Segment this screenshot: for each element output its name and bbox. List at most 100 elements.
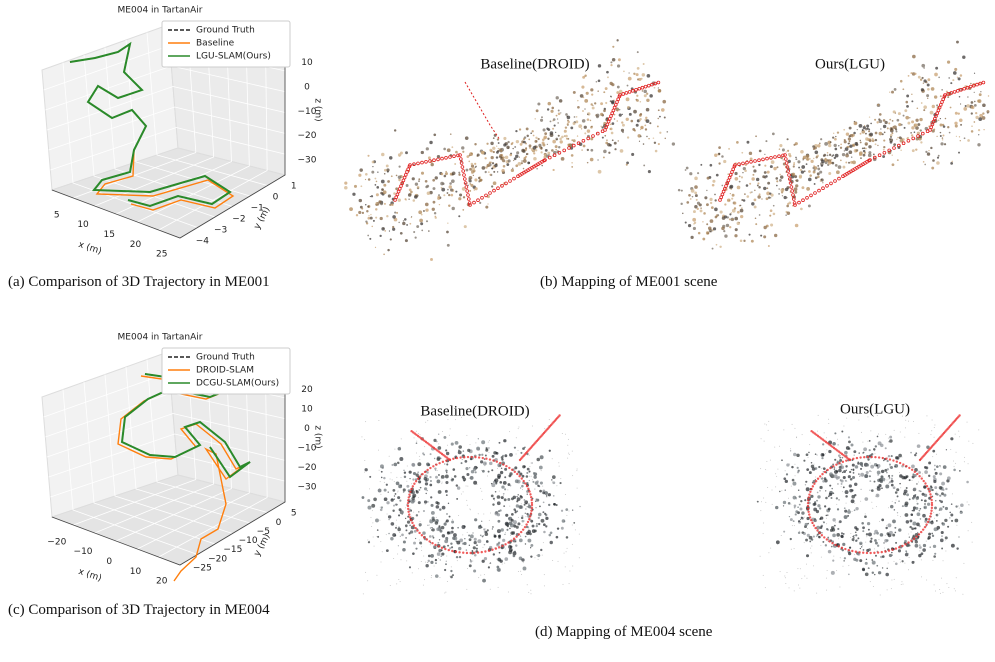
- map-point: [894, 430, 895, 431]
- trajectory-point: [928, 490, 930, 492]
- map-point: [732, 218, 734, 220]
- map-point: [522, 475, 525, 478]
- map-point: [779, 446, 780, 447]
- map-point: [758, 186, 761, 189]
- map-point: [848, 162, 850, 164]
- map-point: [807, 528, 808, 529]
- map-point: [686, 201, 689, 204]
- map-point: [779, 174, 780, 175]
- map-point: [367, 235, 369, 237]
- map-point: [448, 194, 450, 196]
- map-point: [502, 539, 505, 542]
- map-point: [899, 474, 903, 478]
- map-point: [413, 542, 416, 545]
- trajectory-point: [463, 456, 465, 458]
- map-point: [955, 590, 956, 591]
- map-point: [866, 464, 869, 467]
- map-point: [859, 542, 862, 545]
- map-point: [842, 549, 844, 551]
- map-point: [902, 560, 904, 562]
- map-point: [710, 219, 714, 223]
- map-point: [939, 500, 941, 502]
- trajectory-point: [834, 180, 837, 183]
- map-point: [763, 497, 764, 498]
- map-point: [923, 161, 925, 163]
- map-point: [794, 175, 797, 178]
- map-point: [483, 535, 484, 536]
- map-point: [590, 149, 593, 152]
- map-point: [948, 587, 949, 588]
- map-point: [421, 214, 423, 216]
- map-point: [927, 537, 930, 540]
- map-point: [649, 94, 653, 98]
- trajectory-point: [530, 510, 532, 512]
- map-point: [484, 574, 485, 575]
- trajectory-point: [774, 156, 777, 159]
- map-point: [891, 552, 892, 553]
- map-point: [612, 58, 616, 62]
- map-point: [352, 193, 355, 196]
- map-point: [429, 535, 432, 538]
- map-point: [806, 453, 809, 456]
- map-point: [867, 522, 870, 525]
- map-point: [506, 529, 508, 531]
- map-point: [945, 488, 947, 490]
- map-point: [887, 127, 889, 129]
- map-point: [481, 454, 483, 456]
- map-point: [947, 126, 949, 128]
- map-point: [927, 84, 930, 87]
- map-point: [897, 119, 900, 122]
- map-point: [923, 82, 924, 83]
- map-point: [508, 159, 511, 162]
- map-point: [566, 138, 568, 140]
- map-point: [840, 464, 842, 466]
- trajectory-point: [523, 480, 525, 482]
- map-point: [945, 536, 948, 539]
- map-point: [886, 460, 888, 462]
- map-point: [728, 148, 730, 150]
- map-point: [930, 434, 931, 435]
- trajectory-point: [421, 161, 424, 164]
- map-point: [888, 483, 889, 484]
- map-point: [427, 562, 428, 563]
- map-point: [750, 192, 752, 194]
- map-point: [572, 451, 573, 452]
- trajectory-point: [455, 551, 457, 553]
- map-point: [918, 481, 919, 482]
- map-point: [442, 482, 443, 483]
- trajectory-point: [402, 179, 405, 182]
- map-point: [849, 141, 851, 143]
- map-point: [364, 439, 365, 440]
- map-point: [934, 584, 935, 585]
- map-point: [435, 476, 438, 479]
- map-point: [438, 525, 440, 527]
- map-point: [440, 559, 441, 560]
- trajectory-point: [956, 89, 959, 92]
- map-point: [386, 534, 387, 535]
- map-point: [720, 210, 723, 213]
- map-point: [806, 487, 810, 491]
- map-point: [835, 164, 838, 167]
- map-point: [681, 190, 683, 192]
- map-point: [714, 154, 717, 157]
- map-point: [495, 491, 497, 493]
- map-point: [655, 150, 658, 153]
- map-point: [405, 529, 407, 531]
- map-point: [550, 110, 553, 113]
- map-point: [816, 593, 817, 594]
- map-point: [594, 102, 596, 104]
- map-point: [501, 485, 504, 488]
- map-point: [872, 572, 874, 574]
- map-point: [436, 505, 440, 509]
- map-point: [801, 517, 803, 519]
- map-point: [504, 498, 507, 501]
- map-point: [488, 566, 490, 568]
- map-point: [886, 568, 887, 569]
- trajectory-point: [720, 196, 723, 199]
- map-point: [619, 114, 622, 117]
- map-point: [459, 556, 461, 558]
- map-point: [586, 92, 589, 95]
- map-point: [397, 491, 398, 492]
- map-point: [488, 452, 489, 453]
- map-point: [900, 80, 903, 83]
